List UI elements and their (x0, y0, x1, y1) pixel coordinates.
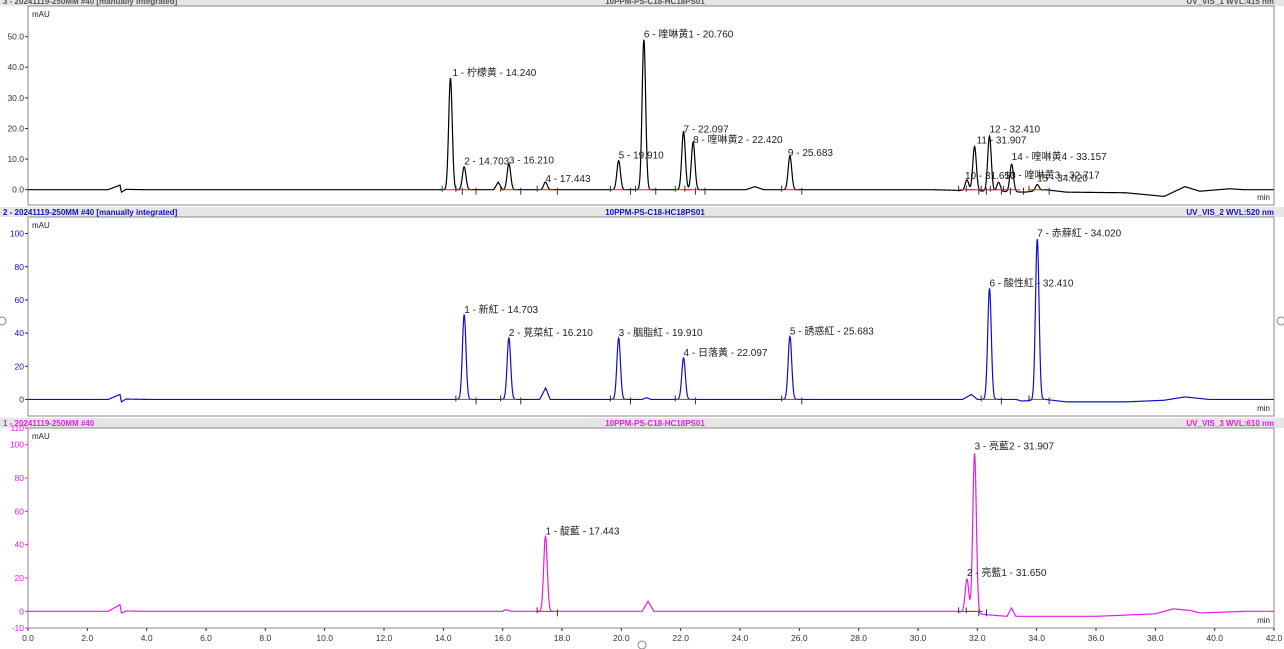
y-tick-label: 40 (15, 328, 25, 338)
x-tick-label: 24.0 (732, 633, 749, 643)
peak-label: 12 - 32.410 (989, 125, 1040, 136)
y-tick-label: -10 (12, 623, 25, 633)
splitter-handle (1276, 316, 1284, 326)
peak-label: 10 - 31.650 (965, 171, 1016, 182)
peak-label: 5 - 誘惑紅 - 25.683 (790, 324, 874, 337)
y-axis-unit: mAU (32, 10, 50, 19)
peak-label: 4 - 日落黃 - 22.097 (684, 346, 768, 359)
peak-label: 15 - 34.020 (1037, 174, 1088, 185)
peak-label: 3 - 亮藍2 - 31.907 (975, 439, 1055, 452)
x-tick-label: 42.0 (1266, 633, 1283, 643)
panel-header-method: 10PPM-PS-C18-HC18PS01 (605, 0, 705, 6)
x-axis-unit: min (1257, 404, 1270, 413)
panel-header-sample: 3 - 20241119-250MM #40 [manually integra… (3, 0, 178, 6)
peak-label: 3 - 胭脂紅 - 19.910 (619, 326, 703, 339)
y-tick-label: 100 (10, 229, 24, 239)
x-tick-label: 4.0 (141, 633, 153, 643)
peak-label: 13 - 喹啉黄3 - 32.717 (1005, 169, 1100, 182)
x-tick-label: 6.0 (200, 633, 212, 643)
peak-label: 1 - 柠檬黄 - 14.240 (452, 66, 536, 79)
chart-panel-1: 3 - 20241119-250MM #40 [manually integra… (0, 0, 1284, 206)
panel-header-method: 10PPM-PS-C18-HC18PS01 (605, 419, 705, 428)
x-tick-label: 2.0 (81, 633, 93, 643)
peak-label: 7 - 22.097 (684, 125, 729, 136)
panel-header-bar (0, 0, 1284, 6)
x-tick-label: 8.0 (259, 633, 271, 643)
peak-label: 2 - 14.703 (464, 157, 509, 168)
panel-header-channel: UV_VIS_3 WVL:610 nm (1186, 419, 1274, 428)
x-tick-label: 20.0 (613, 633, 630, 643)
y-tick-label: 60 (15, 506, 25, 516)
y-tick-label: 80 (15, 473, 25, 483)
y-tick-label: 40 (15, 540, 25, 550)
x-tick-label: 28.0 (850, 633, 867, 643)
x-tick-label: 18.0 (554, 633, 571, 643)
y-tick-label: 0.0 (12, 185, 24, 195)
peak-label: 11 - 31.907 (977, 135, 1027, 146)
x-tick-label: 40.0 (1206, 633, 1223, 643)
peak-label: 2 - 亮藍1 - 31.650 (967, 566, 1047, 579)
peak-label: 1 - 靛藍 - 17.443 (545, 524, 619, 537)
x-tick-label: 12.0 (376, 633, 393, 643)
x-tick-label: 10.0 (316, 633, 333, 643)
x-tick-label: 38.0 (1147, 633, 1164, 643)
y-tick-label: 50.0 (7, 32, 24, 42)
y-axis-unit: mAU (32, 432, 50, 441)
peak-label: 1 - 新紅 - 14.703 (464, 303, 538, 316)
panel-header-channel: UV_VIS_2 WVL:520 nm (1186, 208, 1274, 217)
plot-frame (27, 216, 1275, 417)
peak-label: 4 - 17.443 (545, 174, 590, 185)
y-tick-label: 10.0 (7, 154, 24, 164)
x-axis-unit: min (1257, 193, 1270, 202)
splitter-handle (637, 640, 647, 649)
x-tick-label: 34.0 (1028, 633, 1045, 643)
y-tick-label: 20 (15, 361, 25, 371)
peak-label: 8 - 喹啉黄2 - 22.420 (693, 133, 783, 146)
y-axis-unit: mAU (32, 221, 50, 230)
x-tick-label: 16.0 (494, 633, 511, 643)
x-tick-label: 30.0 (910, 633, 927, 643)
x-tick-label: 36.0 (1088, 633, 1105, 643)
y-tick-label: 100 (10, 440, 24, 450)
chart-panel-2: 2 - 20241119-250MM #40 [manually integra… (0, 207, 1284, 417)
peak-label: 3 - 16.210 (509, 156, 554, 167)
y-tick-label: 30.0 (7, 93, 24, 103)
peak-label: 2 - 莧菜紅 - 16.210 (509, 327, 593, 339)
peak-label: 6 - 喹啉黄1 - 20.760 (644, 28, 734, 41)
x-axis-unit: min (1257, 616, 1270, 625)
y-tick-label: 20.0 (7, 123, 24, 133)
peak-label: 5 - 19.910 (619, 151, 664, 162)
chromatogram-trace (28, 239, 1274, 403)
peak-label: 9 - 25.683 (788, 148, 833, 159)
splitter-handle (0, 316, 7, 326)
panel-header-channel: UV_VIS_1 WVL:415 nm (1186, 0, 1274, 6)
y-tick-label: 20 (15, 573, 25, 583)
x-tick-label: 14.0 (435, 633, 452, 643)
chromatogram-trace (28, 453, 1274, 617)
peak-label: 14 - 喹啉黄4 - 33.157 (1012, 150, 1107, 163)
x-tick-label: 26.0 (791, 633, 808, 643)
panel-header-bar (0, 418, 1284, 428)
y-tick-label: 0 (19, 394, 24, 404)
y-tick-label: 0 (19, 606, 24, 616)
x-tick-label: 32.0 (969, 633, 986, 643)
x-tick-label: 22.0 (672, 633, 689, 643)
y-tick-label: 110 (10, 423, 24, 433)
chart-panel-3: 1 - 20241119-250MM #40 10PPM-PS-C18-HC18P… (0, 418, 1284, 633)
plot-frame (27, 427, 1275, 629)
y-tick-label: 80 (15, 262, 25, 272)
panel-header-bar (0, 207, 1284, 217)
plot-frame (27, 5, 1275, 206)
panel-header-sample: 2 - 20241119-250MM #40 [manually integra… (3, 208, 178, 217)
y-tick-label: 60 (15, 295, 25, 305)
y-tick-label: 40.0 (7, 62, 24, 72)
peak-label: 7 - 赤蘚紅 - 34.020 (1037, 228, 1121, 240)
peak-label: 6 - 酸性紅 - 32.410 (989, 276, 1073, 289)
panel-header-sample: 1 - 20241119-250MM #40 (3, 419, 95, 428)
x-tick-label: 0.0 (22, 633, 34, 643)
panel-header-method: 10PPM-PS-C18-HC18PS01 (605, 208, 705, 217)
